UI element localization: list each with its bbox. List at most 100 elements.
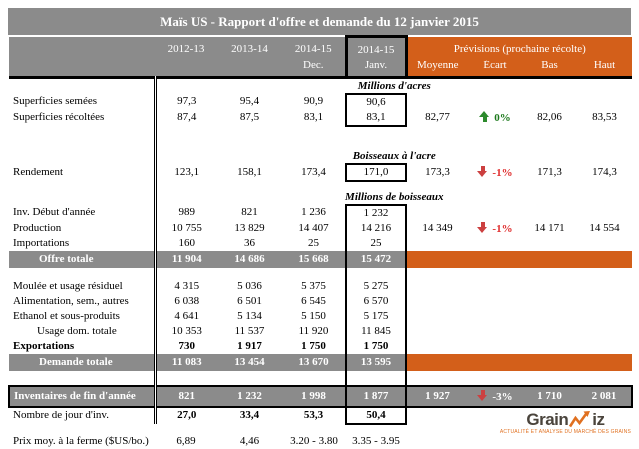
cell-2014-15-dec: 1 998 (282, 386, 346, 407)
spacer-cell (346, 424, 406, 434)
ecart-percent: -1% (492, 167, 512, 179)
cell-moyenne: 82,77 (406, 110, 468, 126)
cell-2014-15-dec: 5 150 (282, 309, 346, 324)
spacer-cell (282, 268, 346, 279)
cell-ecart (468, 294, 522, 309)
logo-text-iz: iz (592, 411, 604, 428)
header-col-moyenne: Moyenne (406, 60, 468, 78)
cell-2013-14: 87,5 (217, 110, 282, 126)
unit-label-spacer (9, 149, 155, 164)
cell-2014-15-dec: 83,1 (282, 110, 346, 126)
cell-2014-15-dec: 3.20 - 3.80 (282, 434, 346, 449)
table-header: 2012-13 2013-14 2014-15 2014-15 Prévisio… (9, 37, 632, 78)
cell-haut: 14 554 (577, 221, 632, 236)
logo-chart-arrow-icon (569, 411, 591, 428)
unit-heading: Millions d'acres (155, 78, 632, 95)
spacer-cell (468, 268, 522, 279)
cell-moyenne (406, 339, 468, 354)
spacer-cell (155, 424, 217, 434)
cell-2012-13: 11 083 (155, 354, 217, 371)
cell-2013-14: 14 686 (217, 251, 282, 268)
cell-2014-15-dec: 13 670 (282, 354, 346, 371)
header-previsions-title: Prévisions (prochaine récolte) (406, 37, 632, 61)
ecart-percent: 0% (494, 112, 511, 124)
spacer-cell (522, 181, 577, 190)
header-empty-cell (9, 37, 155, 61)
spacer-cell (346, 268, 406, 279)
header-row-years: 2012-13 2013-14 2014-15 2014-15 Prévisio… (9, 37, 632, 61)
cell-2014-15-dec: 15 668 (282, 251, 346, 268)
cell-ecart (468, 94, 522, 110)
row-spacer-3 (9, 268, 632, 279)
spacer-cell (155, 371, 217, 386)
cell-2012-13: 87,4 (155, 110, 217, 126)
cell-bas (522, 339, 577, 354)
cell-2013-14: 33,4 (217, 407, 282, 424)
grainwiz-logo-wordmark: Grain iz (500, 411, 631, 428)
spacer-cell (9, 424, 155, 434)
header-year-2014-15-janv: 2014-15 (346, 37, 406, 61)
row-label: Offre totale (9, 251, 155, 268)
spacer-cell (282, 181, 346, 190)
cell-2012-13: 4 315 (155, 279, 217, 294)
cell-2013-14: 95,4 (217, 94, 282, 110)
cell-2012-13: 730 (155, 339, 217, 354)
supply-demand-table: 2012-13 2013-14 2014-15 2014-15 Prévisio… (8, 35, 633, 449)
cell-ecart: 0% (468, 110, 522, 126)
cell-2013-14: 1 232 (217, 386, 282, 407)
cell-2012-13: 989 (155, 205, 217, 221)
row-label: Inv. Début d'année (9, 205, 155, 221)
row-label: Ethanol et sous-produits (9, 309, 155, 324)
spacer-cell (406, 371, 468, 386)
cell-ecart: -3% (468, 386, 522, 407)
cell-bas (522, 205, 577, 221)
spacer-cell (577, 268, 632, 279)
cell-2014-15-janv: 13 595 (346, 354, 406, 371)
row-label: Prix moy. à la ferme ($US/bo.) (9, 434, 155, 449)
header-col-bas: Bas (522, 60, 577, 78)
ecart-percent: -3% (492, 391, 512, 403)
spacer-cell (217, 424, 282, 434)
cell-moyenne: 14 349 (406, 221, 468, 236)
cell-bas: 82,06 (522, 110, 577, 126)
cell-haut: 2 081 (577, 386, 632, 407)
cell-moyenne (406, 205, 468, 221)
cell-ecart (468, 434, 522, 449)
cell-2014-15-janv: 25 (346, 236, 406, 251)
spacer-cell (522, 371, 577, 386)
cell-moyenne: 1 927 (406, 386, 468, 407)
cell-2014-15-dec: 173,4 (282, 164, 346, 181)
cell-bas: 171,3 (522, 164, 577, 181)
header-col-haut: Haut (577, 60, 632, 78)
spacer-cell (155, 268, 217, 279)
cell-2012-13: 10 755 (155, 221, 217, 236)
row-label: Rendement (9, 164, 155, 181)
header-col-ecart: Écart (468, 60, 522, 78)
header-empty-cell (155, 60, 217, 78)
spacer-cell (9, 126, 155, 149)
cell-2013-14: 11 537 (217, 324, 282, 339)
row-unit-bushels-per-acre: Boisseaux à l'acre (9, 149, 632, 164)
cell-2012-13: 10 353 (155, 324, 217, 339)
cell-ecart (468, 324, 522, 339)
row-spacer-4 (9, 371, 632, 386)
spacer-cell (217, 126, 282, 149)
cell-2014-15-janv: 171,0 (346, 164, 406, 181)
spacer-cell (9, 268, 155, 279)
spacer-cell (468, 371, 522, 386)
cell-2014-15-dec: 14 407 (282, 221, 346, 236)
cell-2012-13: 6,89 (155, 434, 217, 449)
report-title: Maïs US - Rapport d'offre et demande du … (8, 8, 631, 35)
cell-2014-15-janv: 1 232 (346, 205, 406, 221)
cell-2013-14: 13 454 (217, 354, 282, 371)
cell-bas (522, 324, 577, 339)
row-unit-bushels: Millions de boisseaux (9, 190, 632, 205)
